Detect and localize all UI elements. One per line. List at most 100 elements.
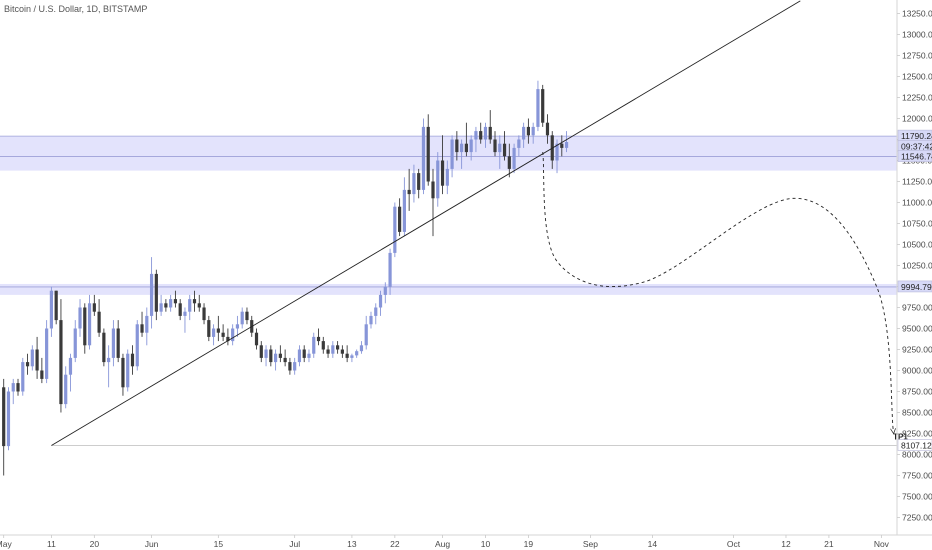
candle-body-31 — [149, 273, 154, 316]
candle-body-26 — [126, 353, 130, 388]
price-tag-label-1: 09:37:42 — [901, 141, 932, 151]
candle-body-92 — [440, 160, 445, 186]
candle-body-23 — [111, 328, 116, 358]
candle-body-25 — [121, 357, 125, 388]
y-tick-label-8: 11250.00 — [902, 177, 932, 187]
zone-1 — [0, 283, 897, 295]
candle-body-9 — [45, 328, 49, 379]
candle-body-69 — [331, 345, 335, 354]
candle-body-28 — [135, 324, 139, 367]
y-tick-label-18: 8750.00 — [902, 387, 932, 397]
candle-body-29 — [140, 324, 144, 333]
x-tick-label-16: Nov — [874, 539, 890, 549]
candle-body-42 — [202, 307, 206, 321]
y-tick-label-17: 9000.00 — [902, 366, 932, 376]
candle-body-105 — [502, 143, 507, 157]
y-tick-label-1: 13000.00 — [902, 30, 932, 40]
candle-body-12 — [59, 320, 63, 405]
candle-body-33 — [159, 303, 163, 312]
candle-body-116 — [555, 143, 559, 161]
price-tag-label-3: 9994.79 — [901, 282, 932, 292]
candle-body-100 — [479, 131, 483, 140]
x-tick-label-15: 21 — [824, 539, 834, 549]
candle-body-46 — [221, 332, 225, 337]
projection-path — [542, 152, 894, 431]
candle-body-102 — [488, 126, 492, 140]
x-tick-label-6: 13 — [347, 539, 357, 549]
x-tick-label-3: Jun — [145, 539, 159, 549]
candle-body-32 — [154, 273, 158, 312]
price-tag-box-2 — [897, 150, 932, 162]
y-tick-label-21: 8000.00 — [902, 450, 932, 460]
candle-body-60 — [288, 362, 292, 371]
candle-body-99 — [474, 131, 478, 140]
candle-body-53 — [254, 332, 259, 346]
candle-body-70 — [336, 345, 340, 350]
x-tick-label-0: May — [0, 539, 12, 549]
x-tick-label-2: 20 — [90, 539, 100, 549]
axes — [0, 0, 932, 536]
candle-body-48 — [231, 328, 235, 342]
candle-body-87 — [417, 173, 421, 190]
price-tag-label-0: 11790.24 — [901, 131, 932, 141]
candle-body-90 — [431, 181, 435, 199]
candle-body-40 — [192, 299, 197, 304]
candle-body-64 — [307, 353, 311, 358]
candle-body-14 — [68, 357, 73, 375]
candle-body-19 — [92, 303, 96, 312]
candle-body-39 — [188, 299, 192, 312]
candle-body-24 — [116, 328, 120, 358]
x-tick-label-14: 12 — [781, 539, 791, 549]
candle-body-22 — [107, 357, 111, 363]
candle-body-97 — [464, 143, 468, 153]
candle-body-108 — [517, 139, 521, 148]
candle-body-2 — [11, 383, 15, 392]
x-tick-label-10: 19 — [524, 539, 534, 549]
y-tick-label-4: 12250.00 — [902, 93, 932, 103]
x-axis-ticks: May 11 20 Jun 15 Jul 13 22 Aug 10 19 Sep 14 Oct 12 21 No… — [0, 535, 890, 549]
candle-body-13 — [64, 374, 68, 405]
candle-body-21 — [102, 332, 106, 363]
candle-body-49 — [235, 324, 240, 329]
candle-body-10 — [49, 290, 53, 329]
price-tag-label-2: 11546.74 — [901, 152, 932, 162]
candle-body-80 — [383, 286, 387, 295]
candle-body-1 — [6, 391, 11, 447]
candle-body-86 — [412, 173, 416, 195]
candle-body-66 — [316, 336, 321, 342]
candle-body-47 — [226, 336, 230, 342]
candle-body-58 — [278, 353, 282, 358]
trendline-layer[interactable] — [51, 0, 801, 446]
candle-body-41 — [197, 303, 201, 308]
candle-body-71 — [340, 349, 344, 354]
candle-body-7 — [35, 349, 39, 371]
y-tick-label-22: 7750.00 — [902, 471, 932, 481]
y-tick-label-20: 8250.00 — [902, 429, 932, 439]
projection-layer[interactable]: TP1 — [542, 152, 909, 441]
candle-body-0 — [2, 387, 6, 447]
x-tick-label-11: Sep — [583, 539, 598, 549]
y-tick-label-11: 10500.00 — [902, 240, 932, 250]
candle-body-59 — [283, 357, 287, 363]
candle-body-79 — [378, 294, 383, 308]
candle-body-62 — [297, 349, 302, 363]
candle-body-98 — [469, 139, 473, 153]
candle-body-63 — [302, 349, 306, 358]
candle-body-43 — [207, 320, 211, 337]
price-tag-label-4: 8107.12 — [901, 441, 932, 451]
price-tag-box-3 — [897, 280, 932, 293]
x-tick-label-7: 22 — [390, 539, 400, 549]
candle-body-65 — [312, 336, 316, 354]
candle-body-61 — [293, 362, 297, 371]
candle-body-17 — [83, 307, 87, 346]
zone-0 — [0, 136, 897, 171]
price-zones — [0, 136, 897, 295]
candle-body-110 — [526, 126, 530, 136]
candle-body-4 — [21, 362, 25, 392]
candle-body-75 — [359, 345, 364, 352]
candle-body-113 — [541, 89, 545, 123]
candle-body-118 — [564, 142, 569, 148]
candle-body-104 — [498, 143, 502, 153]
candle-body-35 — [169, 299, 173, 308]
